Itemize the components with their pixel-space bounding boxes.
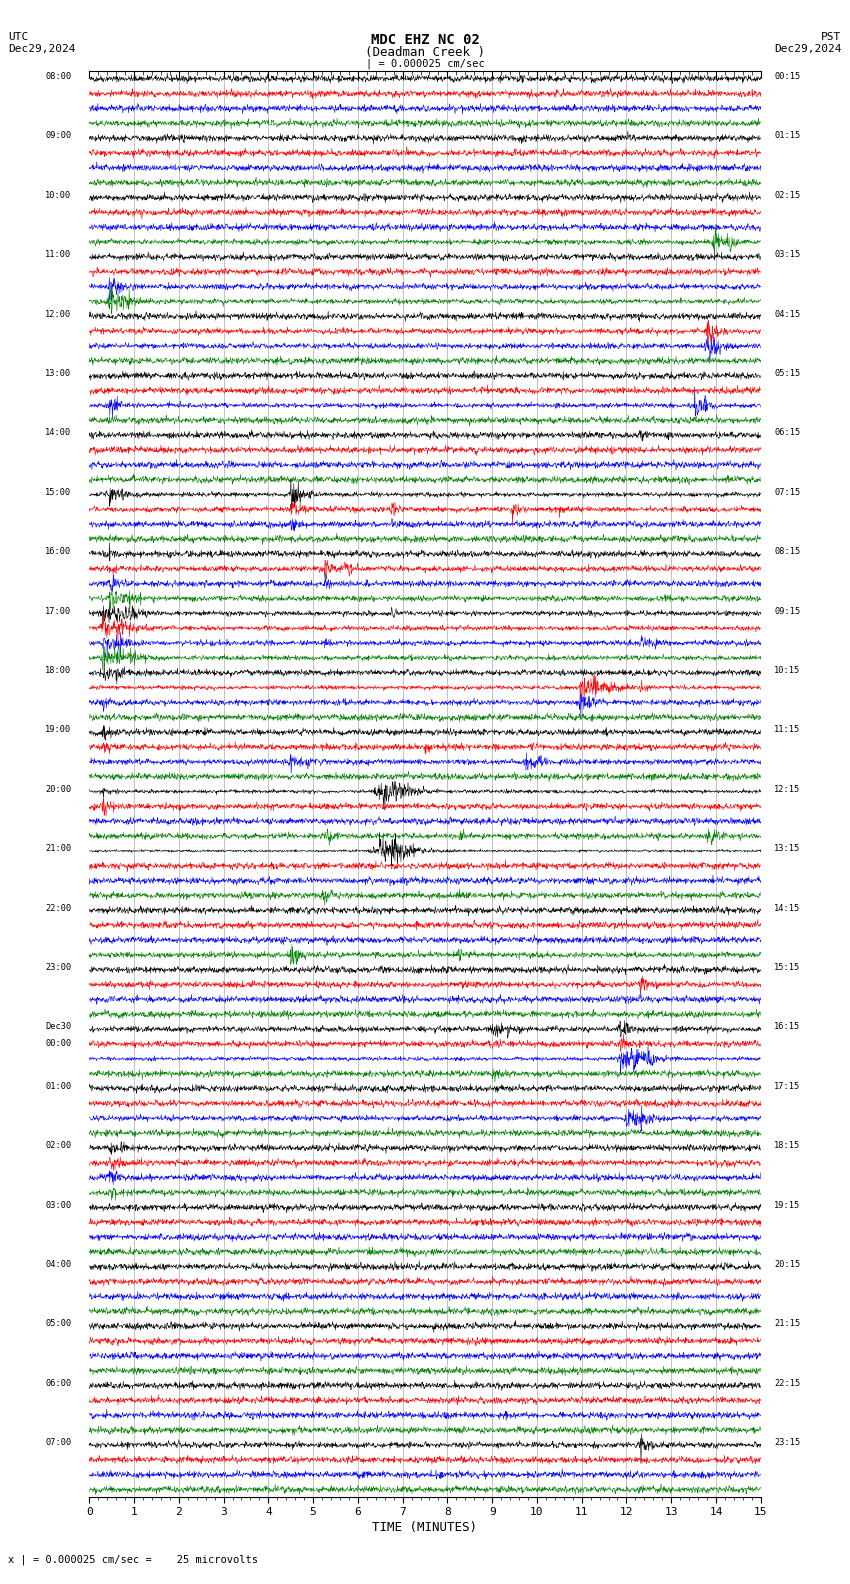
Text: 01:00: 01:00 <box>45 1082 71 1091</box>
Text: 16:00: 16:00 <box>45 546 71 556</box>
Text: 02:00: 02:00 <box>45 1140 71 1150</box>
Text: 13:15: 13:15 <box>774 844 801 854</box>
Text: 08:15: 08:15 <box>774 546 801 556</box>
Text: MDC EHZ NC 02: MDC EHZ NC 02 <box>371 33 479 48</box>
Text: 14:15: 14:15 <box>774 903 801 912</box>
Text: 03:00: 03:00 <box>45 1201 71 1210</box>
Text: (Deadman Creek ): (Deadman Creek ) <box>365 46 485 59</box>
Text: 21:00: 21:00 <box>45 844 71 854</box>
Text: 21:15: 21:15 <box>774 1319 801 1329</box>
Text: 22:15: 22:15 <box>774 1378 801 1388</box>
Text: 08:00: 08:00 <box>45 71 71 81</box>
Text: 07:15: 07:15 <box>774 488 801 497</box>
Text: 10:00: 10:00 <box>45 190 71 200</box>
Text: 02:15: 02:15 <box>774 190 801 200</box>
Text: 20:00: 20:00 <box>45 784 71 794</box>
Text: x | = 0.000025 cm/sec =    25 microvolts: x | = 0.000025 cm/sec = 25 microvolts <box>8 1554 258 1565</box>
Text: 12:00: 12:00 <box>45 309 71 318</box>
Text: Dec29,2024: Dec29,2024 <box>774 44 842 54</box>
Text: | = 0.000025 cm/sec: | = 0.000025 cm/sec <box>366 59 484 70</box>
Text: 06:15: 06:15 <box>774 428 801 437</box>
Text: 09:15: 09:15 <box>774 607 801 616</box>
Text: 06:00: 06:00 <box>45 1378 71 1388</box>
Text: 05:00: 05:00 <box>45 1319 71 1329</box>
Text: 04:00: 04:00 <box>45 1259 71 1269</box>
Text: 03:15: 03:15 <box>774 250 801 260</box>
Text: 19:15: 19:15 <box>774 1201 801 1210</box>
Text: 09:00: 09:00 <box>45 131 71 141</box>
Text: 14:00: 14:00 <box>45 428 71 437</box>
Text: 16:15: 16:15 <box>774 1022 801 1031</box>
Text: 19:00: 19:00 <box>45 725 71 735</box>
Text: 23:15: 23:15 <box>774 1438 801 1448</box>
Text: 00:00: 00:00 <box>45 1039 71 1049</box>
Text: PST: PST <box>821 32 842 41</box>
Text: 11:00: 11:00 <box>45 250 71 260</box>
Text: 15:00: 15:00 <box>45 488 71 497</box>
Text: 13:00: 13:00 <box>45 369 71 379</box>
Text: 11:15: 11:15 <box>774 725 801 735</box>
Text: 23:00: 23:00 <box>45 963 71 973</box>
Text: Dec29,2024: Dec29,2024 <box>8 44 76 54</box>
Text: UTC: UTC <box>8 32 29 41</box>
Text: 01:15: 01:15 <box>774 131 801 141</box>
Text: 12:15: 12:15 <box>774 784 801 794</box>
Text: 20:15: 20:15 <box>774 1259 801 1269</box>
Text: Dec30: Dec30 <box>45 1022 71 1031</box>
Text: 04:15: 04:15 <box>774 309 801 318</box>
Text: 22:00: 22:00 <box>45 903 71 912</box>
Text: 17:00: 17:00 <box>45 607 71 616</box>
X-axis label: TIME (MINUTES): TIME (MINUTES) <box>372 1522 478 1535</box>
Text: 18:15: 18:15 <box>774 1140 801 1150</box>
Text: 15:15: 15:15 <box>774 963 801 973</box>
Text: 00:15: 00:15 <box>774 71 801 81</box>
Text: 10:15: 10:15 <box>774 665 801 675</box>
Text: 07:00: 07:00 <box>45 1438 71 1448</box>
Text: 18:00: 18:00 <box>45 665 71 675</box>
Text: 17:15: 17:15 <box>774 1082 801 1091</box>
Text: 05:15: 05:15 <box>774 369 801 379</box>
